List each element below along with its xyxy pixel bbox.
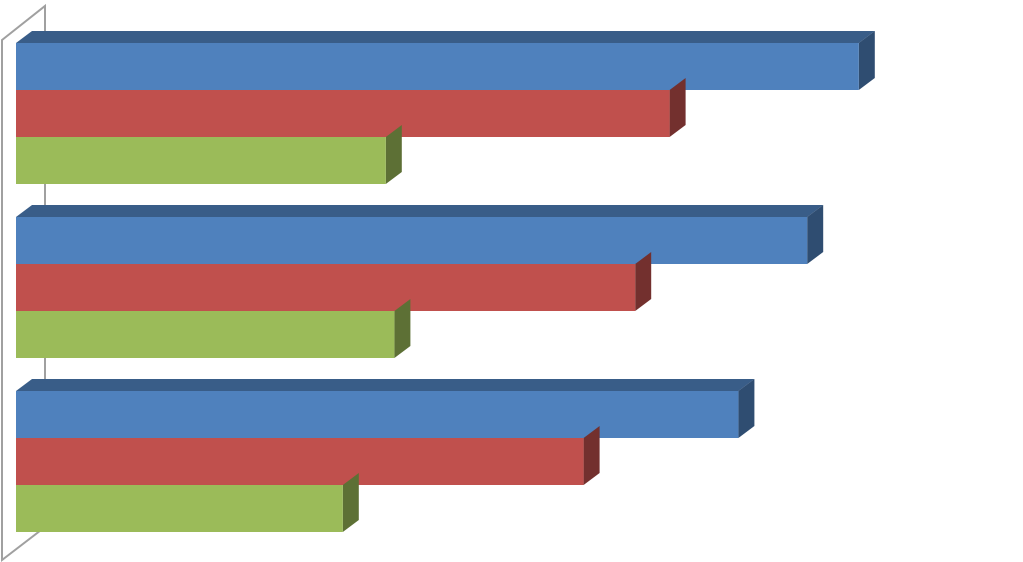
bar-series-3-category-1 [16, 125, 402, 184]
bar-side-face [669, 78, 686, 137]
bar-front-face [16, 485, 343, 532]
category-group-1 [16, 31, 875, 184]
bar-side-face [858, 31, 875, 90]
bars [16, 31, 875, 532]
bar-side-face [738, 379, 755, 438]
bar-top-face [16, 205, 824, 217]
bar-series-3-category-2 [16, 299, 411, 358]
bar-front-face [16, 438, 584, 485]
bar-side-face [583, 426, 600, 485]
bar-front-face [16, 217, 808, 264]
bar-side-face [385, 125, 402, 184]
bar-series-1-category-2 [16, 205, 824, 264]
bar-series-1-category-1 [16, 31, 875, 90]
bar-front-face [16, 391, 739, 438]
bar-series-1-category-3 [16, 379, 755, 438]
bar-series-3-category-3 [16, 473, 359, 532]
bar-front-face [16, 311, 395, 358]
bar-series-2-category-3 [16, 426, 600, 485]
bar-top-face [16, 379, 755, 391]
bar-front-face [16, 264, 636, 311]
bar-front-face [16, 43, 859, 90]
category-group-3 [16, 379, 755, 532]
bar-side-face [394, 299, 411, 358]
bar-top-face [16, 31, 875, 43]
bar-front-face [16, 90, 670, 137]
bar-series-2-category-2 [16, 252, 652, 311]
category-group-2 [16, 205, 824, 358]
bar-side-face [807, 205, 824, 264]
bar-front-face [16, 137, 386, 184]
bar-side-face [342, 473, 359, 532]
bar-series-2-category-1 [16, 78, 686, 137]
bar-side-face [635, 252, 652, 311]
